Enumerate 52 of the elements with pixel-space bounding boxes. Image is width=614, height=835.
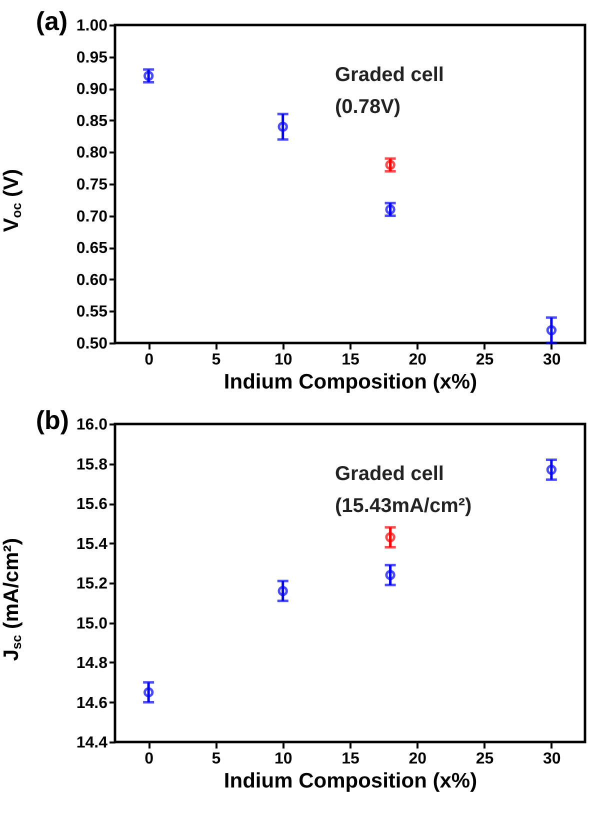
x-tick-label: 15: [342, 352, 360, 368]
chart-title: (b): [36, 405, 70, 435]
point: [143, 70, 154, 81]
point: [546, 325, 557, 336]
x-tick-label: 25: [476, 352, 494, 368]
x-tick-label: 20: [408, 352, 427, 368]
x-axis-title: Indium Composition (x%): [224, 370, 478, 394]
y-tick-label: 0.70: [76, 208, 108, 226]
y-tick-label: 14.6: [76, 694, 108, 712]
y-tick-label: 0.50: [76, 336, 108, 352]
point: [143, 687, 154, 698]
annotation: Graded cell: [335, 64, 444, 86]
y-tick-label: 15.6: [76, 496, 108, 513]
point: [385, 204, 396, 215]
y-tick-label: 0.60: [76, 272, 108, 289]
x-tick-label: 10: [274, 352, 292, 368]
x-axis-title: Indium Composition (x%): [224, 770, 478, 792]
chart-title: (a): [36, 6, 68, 36]
y-tick-label: 0.65: [76, 240, 108, 258]
y-tick-label: 0.55: [76, 304, 108, 321]
annotation: (0.78V): [335, 96, 401, 118]
y-tick-label: 15.2: [76, 576, 108, 592]
y-tick-label: 1.00: [76, 18, 108, 34]
point: [278, 586, 288, 596]
y-tick-label: 14.8: [76, 655, 108, 672]
y-tick-label: 14.4: [76, 734, 108, 752]
point: [546, 464, 557, 475]
y-tick-label: 15.0: [76, 615, 108, 632]
x-tick-label: 5: [212, 750, 221, 768]
x-tick-label: 30: [543, 352, 561, 368]
x-tick-label: 0: [144, 750, 154, 768]
point: [278, 122, 288, 132]
point: [385, 570, 396, 580]
point: [385, 532, 396, 542]
y-tick-label: 16.0: [76, 416, 108, 434]
y-tick-label: 0.80: [76, 144, 108, 162]
y-tick-label: 0.90: [76, 81, 108, 98]
x-tick-label: 10: [274, 750, 292, 768]
y-tick-label: 0.95: [76, 49, 108, 66]
y-tick-label: 0.85: [76, 112, 108, 130]
y-tick-label: 15.8: [76, 456, 108, 474]
point: [385, 160, 396, 170]
annotation: (15.43mA/cm²): [335, 495, 472, 517]
y-tick-label: 15.4: [76, 536, 108, 553]
x-tick-label: 0: [144, 352, 154, 368]
x-tick-label: 15: [342, 750, 360, 768]
y-tick-label: 0.75: [76, 176, 108, 194]
annotation: Graded cell: [335, 463, 444, 485]
x-tick-label: 20: [408, 750, 427, 768]
x-tick-label: 5: [212, 352, 221, 368]
x-tick-label: 25: [476, 750, 494, 768]
x-tick-label: 30: [543, 750, 561, 768]
